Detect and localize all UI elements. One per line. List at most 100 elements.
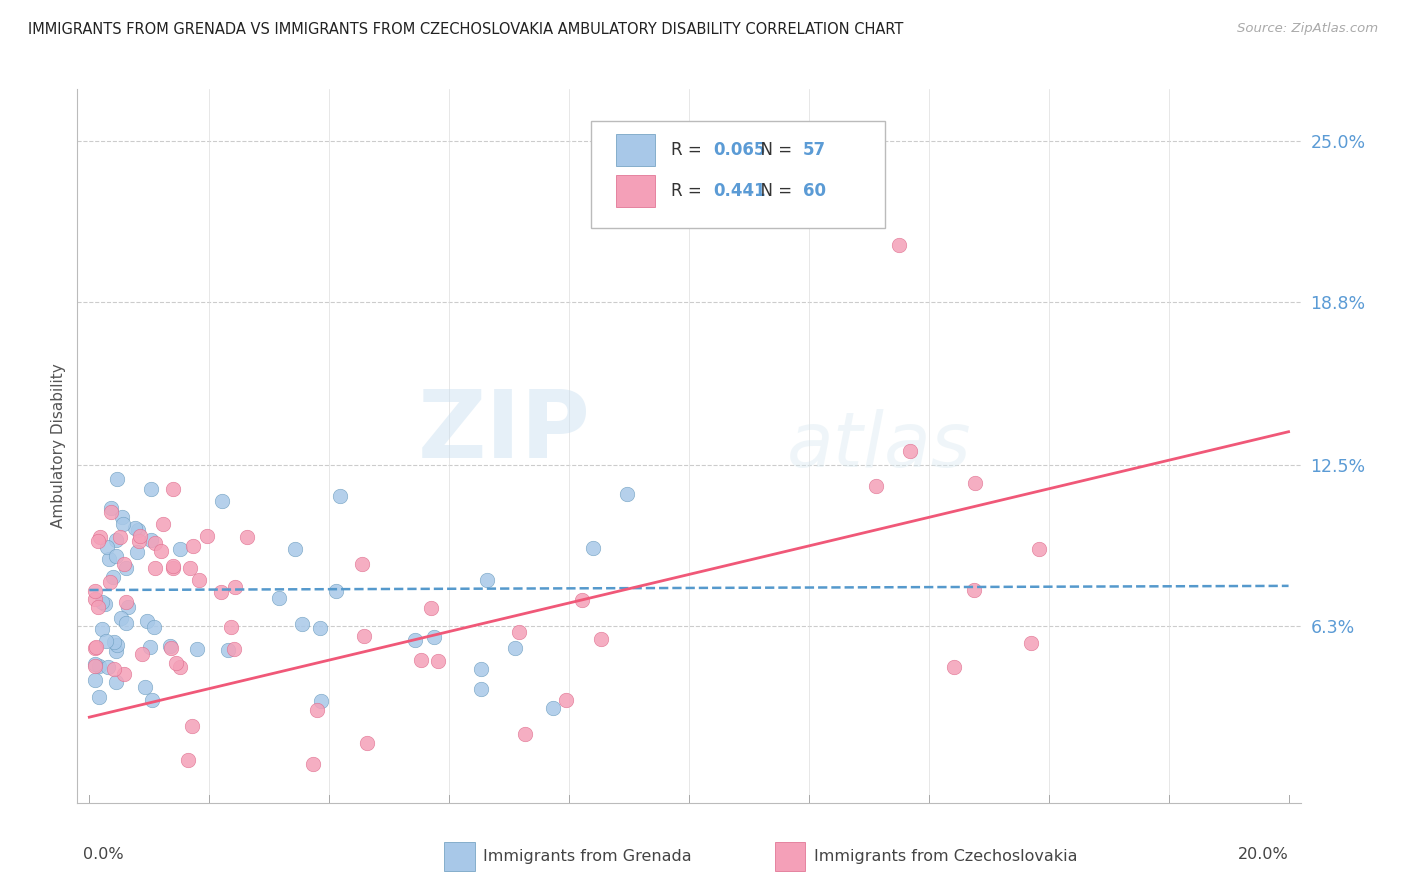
Point (503, 640, 526, 655)
Point (94, 633, 117, 648)
Point (423, 630, 446, 644)
Point (180, 719, 202, 733)
Point (114, 616, 136, 631)
Point (110, 611, 132, 625)
Point (124, 521, 146, 535)
Point (898, 444, 921, 458)
Text: 20.0%: 20.0% (1237, 847, 1288, 862)
Point (128, 534, 150, 549)
Text: IMMIGRANTS FROM GRENADA VS IMMIGRANTS FROM CZECHOSLOVAKIA AMBULATORY DISABILITY : IMMIGRANTS FROM GRENADA VS IMMIGRANTS FR… (28, 22, 904, 37)
Point (222, 642, 245, 657)
Point (409, 653, 432, 667)
Point (309, 621, 332, 635)
Point (589, 632, 612, 646)
Point (84, 673, 107, 687)
Point (84, 583, 107, 598)
Point (159, 639, 181, 653)
Point (162, 560, 184, 574)
Point (211, 494, 233, 508)
Point (135, 614, 157, 628)
Y-axis label: Ambulatory Disability: Ambulatory Disability (51, 364, 66, 528)
Text: Immigrants from Czechoslovakia: Immigrants from Czechoslovakia (814, 849, 1077, 863)
Point (98, 574, 121, 589)
Point (89, 530, 111, 544)
Point (152, 517, 174, 532)
Point (105, 638, 128, 652)
Point (179, 561, 201, 575)
Point (284, 542, 307, 557)
Point (887, 238, 910, 252)
Bar (616, 175, 655, 207)
Point (267, 591, 290, 606)
Point (353, 629, 375, 643)
Point (356, 736, 378, 750)
Text: 60: 60 (803, 182, 825, 200)
Text: N =: N = (751, 182, 797, 200)
Point (427, 653, 450, 667)
Point (217, 643, 239, 657)
Point (541, 700, 564, 714)
Point (477, 573, 499, 587)
Point (1019, 635, 1042, 649)
Point (108, 530, 131, 544)
Text: R =: R = (671, 182, 707, 200)
Point (571, 592, 593, 607)
Point (112, 557, 135, 571)
Point (307, 703, 329, 717)
Point (142, 620, 165, 634)
Point (224, 580, 246, 594)
Text: 0.441: 0.441 (713, 182, 766, 200)
Point (96, 540, 118, 554)
Point (90, 595, 112, 609)
Point (105, 533, 128, 547)
Point (508, 624, 530, 639)
Point (115, 595, 138, 609)
Text: N =: N = (751, 141, 797, 159)
Point (90, 622, 112, 636)
Text: ZIP: ZIP (418, 385, 591, 478)
Point (114, 560, 136, 574)
Text: 57: 57 (803, 141, 825, 159)
Text: Immigrants from Grenada: Immigrants from Grenada (484, 849, 692, 863)
Point (84, 659, 107, 673)
Point (963, 582, 986, 597)
Point (470, 682, 492, 697)
Point (139, 640, 162, 654)
Point (103, 635, 125, 649)
Point (143, 536, 166, 550)
Point (104, 643, 127, 657)
Point (209, 584, 232, 599)
Point (86, 640, 108, 655)
Point (143, 560, 166, 574)
Point (177, 753, 200, 767)
Point (98, 552, 121, 566)
Point (111, 510, 134, 524)
Point (94, 597, 117, 611)
Point (127, 545, 149, 559)
Point (301, 756, 323, 771)
Point (127, 523, 149, 537)
Point (325, 584, 347, 599)
Point (513, 727, 536, 741)
Point (555, 693, 578, 707)
Point (87, 658, 110, 673)
Bar (616, 134, 655, 166)
Point (162, 558, 184, 573)
Point (141, 533, 163, 547)
Point (181, 539, 204, 553)
Point (169, 542, 191, 557)
Point (582, 541, 605, 555)
Point (105, 472, 128, 486)
Point (84, 657, 107, 671)
Point (100, 506, 122, 520)
Point (165, 657, 187, 671)
Point (291, 617, 314, 632)
Point (84, 641, 107, 656)
Text: 0.0%: 0.0% (83, 847, 124, 862)
Point (404, 632, 426, 647)
Point (84, 591, 107, 606)
Point (87, 690, 110, 705)
Point (865, 479, 887, 493)
Bar (775, 842, 806, 871)
Point (103, 662, 125, 676)
